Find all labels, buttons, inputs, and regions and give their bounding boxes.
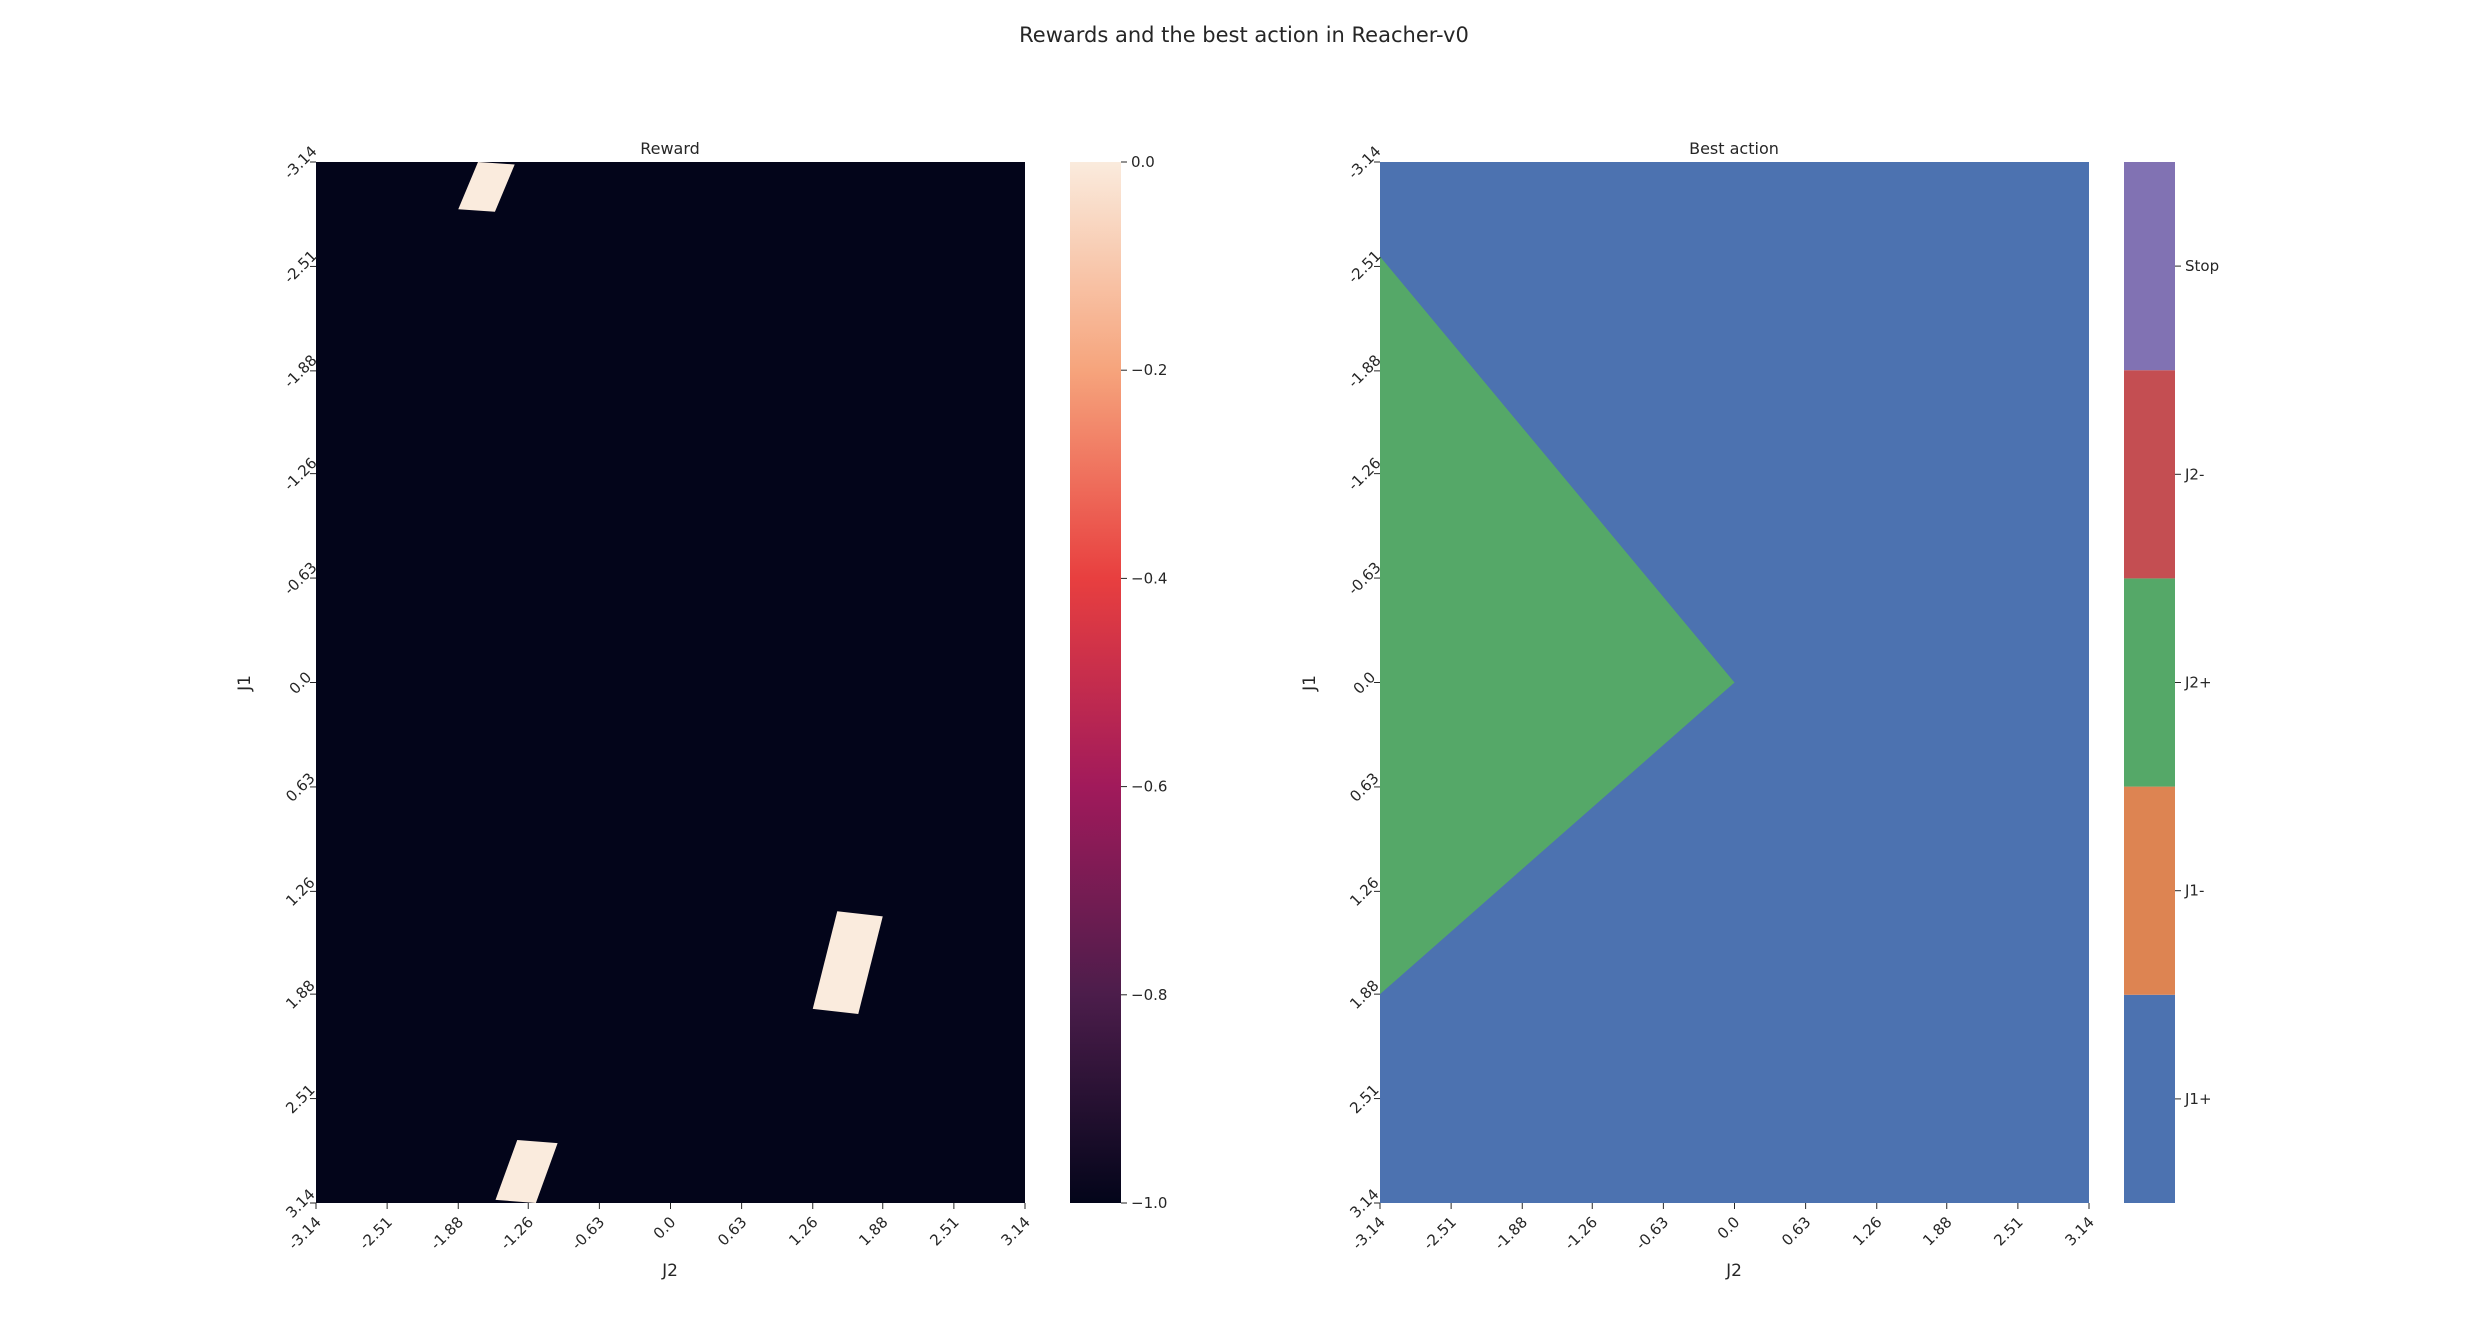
reward-heatmap-background	[316, 162, 1025, 1203]
action-colorbar-label: Stop	[2185, 257, 2219, 275]
reward-colorbar-ticks: 0.0 −0.2 −0.4 −0.6 −0.8 −1.0	[1121, 153, 1167, 1212]
action-colorbar: J1+ J1- J2+ J2- Stop	[2124, 162, 2219, 1203]
reward-ytick-label: 2.51	[282, 1081, 318, 1117]
action-colorbar-label: J1-	[2184, 882, 2204, 900]
action-xtick-label: 0.0	[1714, 1213, 1744, 1243]
reward-xtick-label: -3.14	[285, 1213, 325, 1253]
action-xtick-label: 2.51	[1990, 1213, 2026, 1249]
action-xtick-label: -1.26	[1561, 1213, 1601, 1253]
action-colorbar-segment	[2124, 370, 2175, 579]
action-ytick-label: 1.26	[1346, 874, 1382, 910]
action-xtick-label: 3.14	[2061, 1213, 2097, 1249]
reward-y-ticks: -3.14-2.51-1.88-1.26-0.630.00.631.261.88…	[280, 142, 320, 1221]
action-xtick-label: -3.14	[1349, 1213, 1389, 1253]
reward-colorbar	[1070, 162, 1121, 1203]
reward-xtick-label: -1.26	[497, 1213, 537, 1253]
reward-ytick-label: 0.0	[286, 668, 316, 698]
figure-title: Rewards and the best action in Reacher-v…	[1019, 23, 1469, 47]
reward-region	[495, 1140, 558, 1203]
reward-colorbar-tick-label: −0.2	[1131, 361, 1167, 379]
reward-colorbar-tick-label: −0.6	[1131, 778, 1167, 796]
reward-xtick-label: 0.63	[714, 1213, 750, 1249]
action-xtick-label: -0.63	[1632, 1213, 1672, 1253]
reward-ylabel: J1	[235, 675, 255, 692]
action-colorbar-label: J2+	[2184, 674, 2212, 692]
action-xtick-label: -1.88	[1491, 1213, 1531, 1253]
action-ylabel: J1	[1300, 675, 1320, 692]
action-ytick-label: 1.88	[1346, 976, 1382, 1012]
reward-xtick-label: 0.0	[650, 1213, 680, 1243]
reward-region	[812, 911, 883, 1015]
reward-xtick-label: 3.14	[997, 1213, 1033, 1249]
action-region-j2plus	[1380, 256, 1735, 995]
reward-xtick-label: 2.51	[926, 1213, 962, 1249]
reward-xtick-label: -1.88	[427, 1213, 467, 1253]
action-y-ticks: -3.14-2.51-1.88-1.26-0.630.00.631.261.88…	[1344, 142, 1384, 1221]
action-ytick-label: 2.51	[1346, 1081, 1382, 1117]
action-xtick-label: 0.63	[1778, 1213, 1814, 1249]
action-colorbar-segment	[2124, 578, 2175, 787]
reward-xtick-label: 1.26	[785, 1213, 821, 1249]
reward-colorbar-tick-label: −1.0	[1131, 1194, 1167, 1212]
action-xlabel: J2	[1725, 1261, 1742, 1281]
action-colorbar-segment	[2124, 786, 2175, 995]
action-colorbar-segment	[2124, 994, 2175, 1203]
reward-x-ticks: -3.14 -2.51 -1.88 -1.26 -0.63 0.0 0.63 1.26 1.88…	[285, 1203, 1034, 1253]
reward-xtick-label: -0.63	[568, 1213, 608, 1253]
reward-region	[458, 162, 515, 212]
action-ytick-label: 0.0	[1350, 668, 1380, 698]
action-ytick-label: 0.63	[1346, 769, 1382, 805]
reward-ytick-label: 1.26	[282, 874, 318, 910]
reward-xtick-label: -2.51	[356, 1213, 396, 1253]
action-colorbar-segment	[2124, 162, 2175, 371]
action-colorbar-label: J2-	[2184, 465, 2204, 483]
reward-colorbar-tick-label: −0.4	[1131, 569, 1167, 587]
reward-title: Reward	[640, 139, 700, 158]
action-x-ticks: -3.14 -2.51 -1.88 -1.26 -0.63 0.0 0.63 1.26 1.88…	[1349, 1203, 2098, 1253]
reward-ytick-label: 0.63	[282, 769, 318, 805]
action-xtick-label: 1.26	[1849, 1213, 1885, 1249]
reward-ytick-label: 1.88	[282, 976, 318, 1012]
reward-regions	[458, 162, 883, 1203]
reward-xtick-label: 1.88	[855, 1213, 891, 1249]
reward-colorbar-tick-label: 0.0	[1131, 153, 1155, 171]
action-title: Best action	[1689, 139, 1779, 158]
reward-xlabel: J2	[661, 1261, 678, 1281]
action-colorbar-label: J1+	[2184, 1090, 2212, 1108]
action-panel: Best action -3.14 -2.51 -1.88 -1.26 -0.63 0.0…	[1300, 139, 2219, 1281]
action-xtick-label: 1.88	[1919, 1213, 1955, 1249]
reward-colorbar-tick-label: −0.8	[1131, 986, 1167, 1004]
reward-panel: Reward -3.14 -2.51 -1.88 -1.26 -0.63 0.0 0.63 1…	[235, 139, 1167, 1281]
action-xtick-label: -2.51	[1420, 1213, 1460, 1253]
